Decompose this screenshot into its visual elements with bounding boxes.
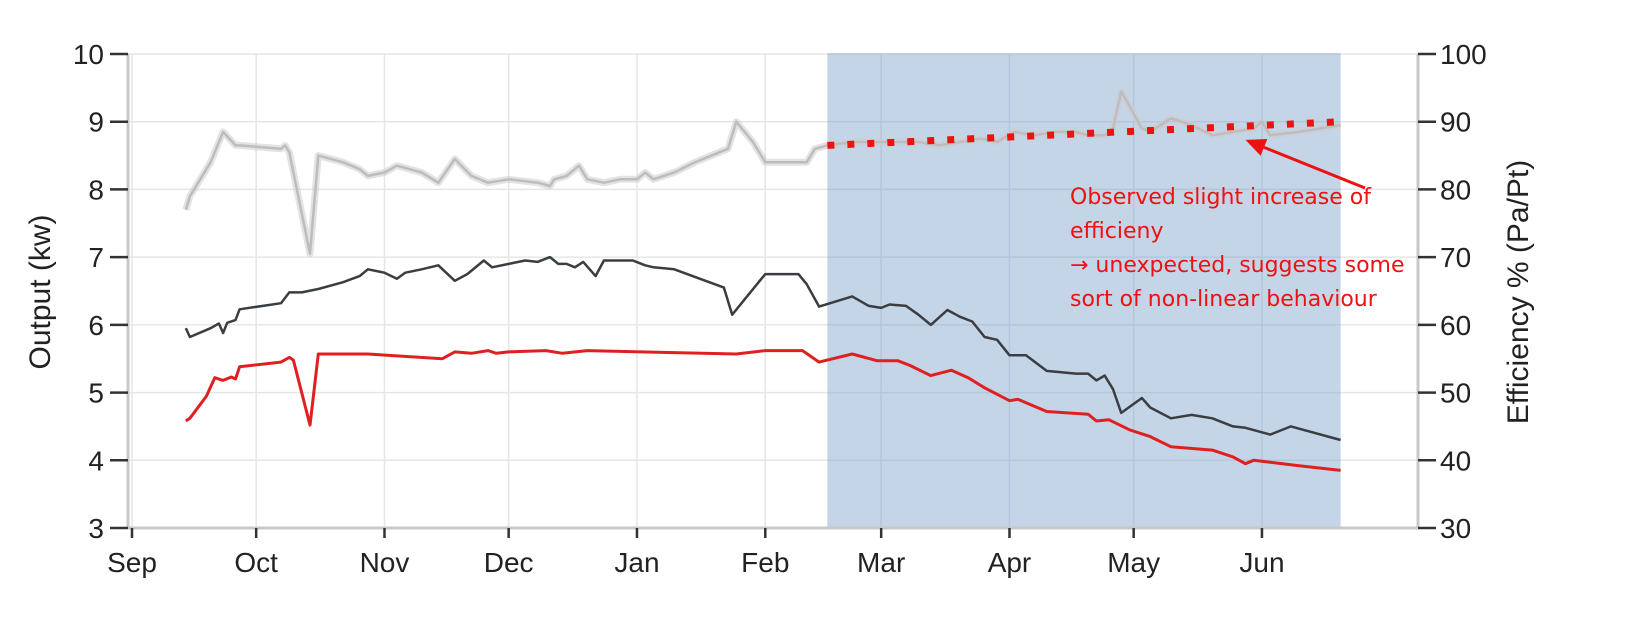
x-tick-label: Apr <box>988 547 1032 578</box>
y-tick-label: 3 <box>88 513 104 544</box>
y-tick-label: 10 <box>73 39 104 70</box>
annotation-line: sort of non-linear behaviour <box>1070 287 1378 312</box>
annotation-line: Observed slight increase of <box>1070 185 1372 210</box>
bottom-axis-ticks: Sep Oct Nov Dec Jan Feb Mar Apr May Jun <box>107 528 1285 578</box>
annotation-line: → unexpected, suggests some <box>1070 253 1405 278</box>
y-axis-label: Output (kw) <box>24 214 57 369</box>
series-line-2 <box>184 349 1341 472</box>
x-tick-label: Sep <box>107 547 157 578</box>
y2-axis-label: Efficiency % (Pa/Pt) <box>1502 160 1535 425</box>
y2-tick-label: 80 <box>1440 174 1471 205</box>
y-tick-label: 9 <box>88 107 104 138</box>
y-tick-label: 7 <box>88 242 104 273</box>
x-tick-label: Oct <box>234 547 278 578</box>
x-tick-label: Dec <box>484 547 534 578</box>
y2-tick-label: 90 <box>1440 107 1471 138</box>
y2-tick-label: 30 <box>1440 513 1471 544</box>
series-line-0 <box>184 89 1341 256</box>
x-tick-label: May <box>1107 547 1160 578</box>
annotation-arrow-shaft <box>1263 145 1366 190</box>
annotation-line: efficieny <box>1070 219 1164 244</box>
x-tick-label: Feb <box>741 547 789 578</box>
y2-tick-label: 40 <box>1440 445 1471 476</box>
y2-tick-label: 100 <box>1440 39 1487 70</box>
y-tick-label: 4 <box>88 445 104 476</box>
trendline <box>827 118 1341 149</box>
annotation: Observed slight increase of efficieny → un… <box>1070 138 1405 312</box>
y2-tick-label: 50 <box>1440 378 1471 409</box>
y-tick-label: 6 <box>88 310 104 341</box>
series-layer <box>182 87 1342 472</box>
x-tick-label: Jan <box>614 547 659 578</box>
x-tick-label: Jun <box>1239 547 1284 578</box>
left-axis-ticks: 3 4 5 6 7 8 9 10 <box>73 39 128 544</box>
annotation-arrow-head <box>1245 138 1268 156</box>
x-tick-label: Mar <box>857 547 905 578</box>
x-tick-label: Nov <box>360 547 410 578</box>
trend-layer <box>827 118 1341 149</box>
y-tick-label: 8 <box>88 174 104 205</box>
y2-tick-label: 60 <box>1440 310 1471 341</box>
y-tick-label: 5 <box>88 378 104 409</box>
y2-tick-label: 70 <box>1440 242 1471 273</box>
plot-frame <box>126 54 1420 530</box>
right-axis-ticks: 30 40 50 60 70 80 90 100 <box>1418 39 1487 544</box>
series-line-1 <box>184 255 1341 442</box>
